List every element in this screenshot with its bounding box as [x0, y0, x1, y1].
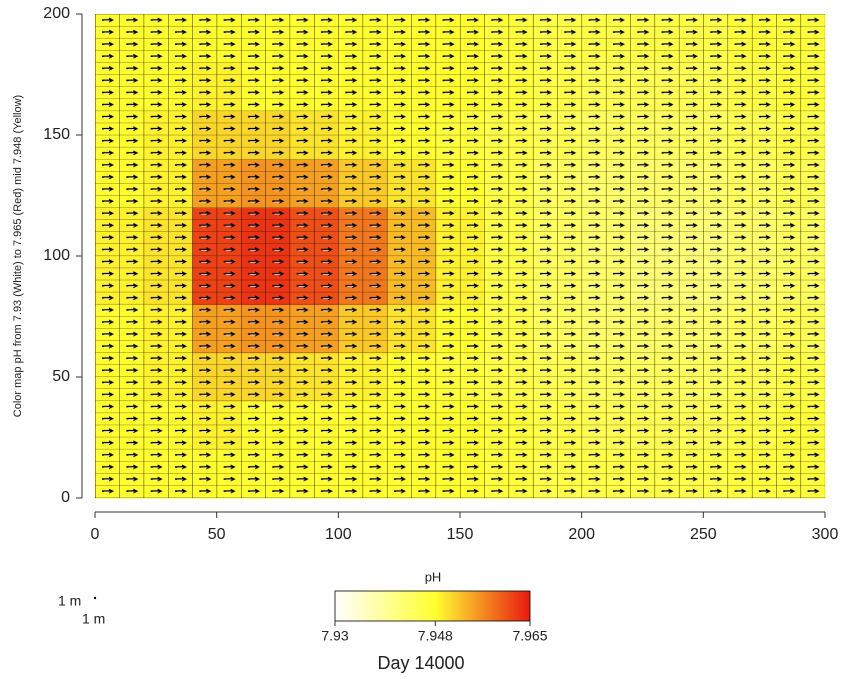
colorbar — [334, 590, 531, 622]
y-tick-label: 200 — [43, 5, 70, 22]
colorbar-tick-label: 7.948 — [418, 628, 453, 644]
x-tick-label: 200 — [568, 526, 595, 543]
vector-field — [95, 14, 825, 498]
y-tick-label: 50 — [52, 368, 70, 385]
y-axis-label: Color map pH from 7.93 (White) to 7.965 … — [12, 95, 24, 417]
scale-label: 1 m — [82, 611, 105, 627]
scale-arrow — [93, 596, 97, 600]
x-tick-label: 150 — [447, 526, 474, 543]
y-tick-label: 0 — [61, 489, 70, 506]
x-tick-label: 250 — [690, 526, 717, 543]
scale-label: 1 m — [58, 593, 81, 609]
x-tick-label: 100 — [325, 526, 352, 543]
x-tick-label: 50 — [208, 526, 226, 543]
colorbar-tick-label: 7.93 — [321, 628, 348, 644]
y-tick-label: 100 — [43, 247, 70, 264]
x-tick-label: 300 — [812, 526, 839, 543]
colorbar-tick-label: 7.965 — [512, 628, 547, 644]
x-tick-label: 0 — [91, 526, 100, 543]
colorbar-title: pH — [425, 569, 442, 584]
footer: Day 14000 — [377, 653, 464, 673]
y-tick-label: 150 — [43, 126, 70, 143]
